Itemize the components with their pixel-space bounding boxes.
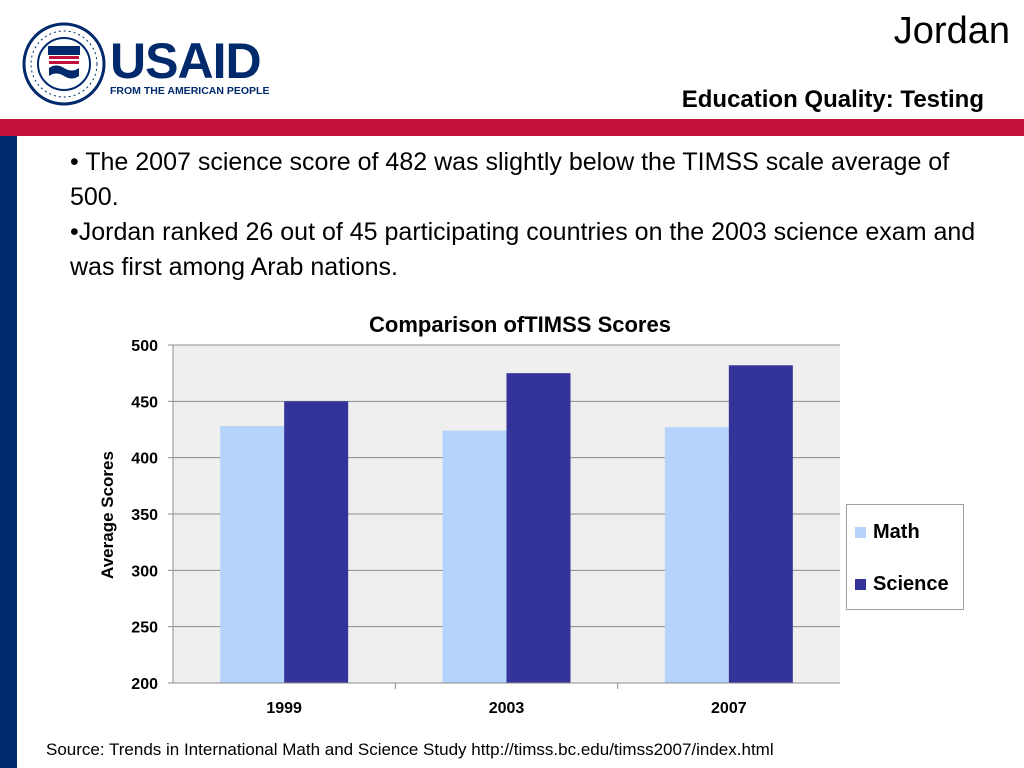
page-subtitle: Education Quality: Testing	[681, 86, 984, 113]
legend-item-science: Science	[855, 573, 949, 596]
bar-math-1999	[220, 426, 285, 683]
y-tick-label: 250	[131, 620, 158, 637]
page-title: Jordan	[893, 10, 1010, 52]
bar-science-2007	[728, 365, 793, 683]
usaid-wordmark: USAID	[110, 33, 261, 89]
bar-math-2007	[664, 427, 729, 683]
legend-label-science: Science	[873, 573, 949, 595]
bar-math-2003	[442, 430, 507, 683]
source-note: Source: Trends in International Math and…	[46, 740, 774, 759]
bullet-list: • The 2007 science score of 482 was slig…	[70, 145, 990, 285]
x-tick-label: 1999	[266, 700, 302, 717]
legend-item-math: Math	[855, 521, 920, 544]
y-tick-label: 500	[131, 338, 158, 355]
chart-legend: Math Science	[846, 504, 964, 610]
legend-swatch-science	[855, 579, 866, 590]
legend-swatch-math	[855, 527, 866, 538]
usaid-tagline: FROM THE AMERICAN PEOPLE	[110, 85, 269, 97]
y-tick-label: 300	[131, 563, 158, 580]
left-navy-bar	[0, 136, 17, 768]
header-red-band	[0, 119, 1024, 136]
y-tick-label: 400	[131, 451, 158, 468]
chart-title: Comparison ofTIMSS Scores	[369, 312, 671, 337]
legend-label-math: Math	[873, 521, 920, 543]
bullet-item: •Jordan ranked 26 out of 45 participatin…	[70, 218, 976, 281]
usaid-seal-icon	[22, 22, 106, 106]
x-tick-label: 2003	[489, 700, 525, 717]
y-tick-label: 200	[131, 676, 158, 693]
x-tick-label: 2007	[711, 700, 747, 717]
bar-science-2003	[506, 373, 571, 683]
usaid-logo: USAID FROM THE AMERICAN PEOPLE	[22, 22, 269, 106]
y-tick-label: 350	[131, 507, 158, 524]
bar-science-1999	[284, 401, 349, 683]
bullet-item: • The 2007 science score of 482 was slig…	[70, 148, 950, 211]
y-tick-label: 450	[131, 394, 158, 411]
